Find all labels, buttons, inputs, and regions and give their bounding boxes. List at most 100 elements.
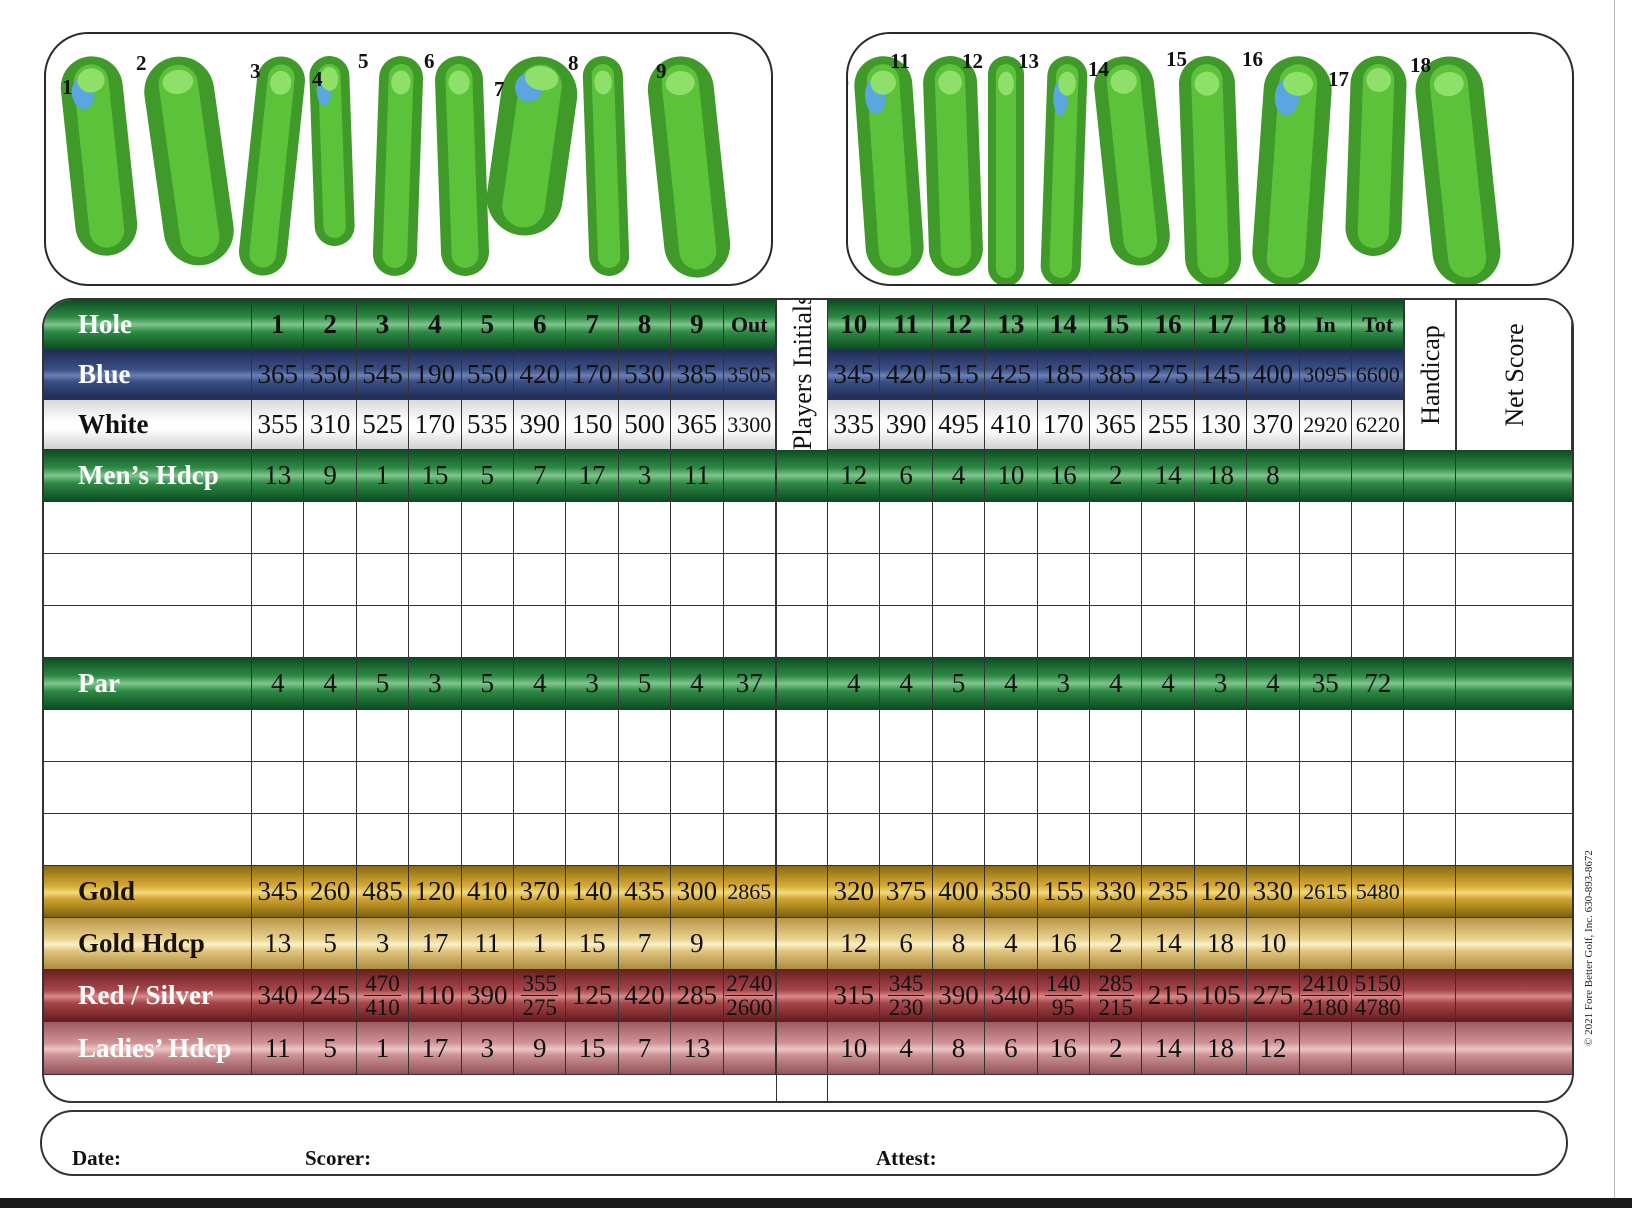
score-cell[interactable] <box>985 606 1038 657</box>
score-cell[interactable] <box>462 762 514 813</box>
score-cell[interactable] <box>671 814 724 865</box>
score-cell[interactable] <box>304 710 357 761</box>
score-cell[interactable] <box>880 502 933 553</box>
score-cell[interactable] <box>304 762 357 813</box>
score-cell[interactable] <box>619 710 672 761</box>
score-cell[interactable] <box>724 762 776 813</box>
score-cell[interactable] <box>828 710 881 761</box>
score-cell[interactable] <box>671 606 724 657</box>
score-cell[interactable] <box>566 814 619 865</box>
score-cell[interactable] <box>566 762 619 813</box>
score-cell[interactable] <box>880 710 933 761</box>
score-cell[interactable] <box>514 502 567 553</box>
score-cell[interactable] <box>671 502 724 553</box>
score-cell[interactable] <box>1352 554 1405 605</box>
score-cell[interactable] <box>1090 606 1143 657</box>
score-cell[interactable] <box>514 606 567 657</box>
score-cell[interactable] <box>985 814 1038 865</box>
score-cell[interactable] <box>566 502 619 553</box>
handicap-cell[interactable] <box>1404 502 1457 553</box>
score-cell[interactable] <box>880 814 933 865</box>
score-cell[interactable] <box>1247 554 1300 605</box>
score-cell[interactable] <box>1300 814 1352 865</box>
score-cell[interactable] <box>357 814 410 865</box>
score-cell[interactable] <box>933 762 986 813</box>
score-cell[interactable] <box>619 554 672 605</box>
score-cell[interactable] <box>1195 502 1248 553</box>
score-cell[interactable] <box>1300 554 1352 605</box>
net-score-cell[interactable] <box>1456 606 1572 657</box>
score-cell[interactable] <box>619 814 672 865</box>
score-cell[interactable] <box>933 606 986 657</box>
score-cell[interactable] <box>1142 814 1195 865</box>
score-cell[interactable] <box>409 554 462 605</box>
score-cell[interactable] <box>671 762 724 813</box>
score-cell[interactable] <box>462 502 514 553</box>
score-cell[interactable] <box>252 606 305 657</box>
score-cell[interactable] <box>724 814 776 865</box>
score-cell[interactable] <box>409 606 462 657</box>
score-cell[interactable] <box>252 710 305 761</box>
score-cell[interactable] <box>985 502 1038 553</box>
score-entry-row[interactable] <box>44 554 1572 606</box>
handicap-cell[interactable] <box>1404 710 1457 761</box>
score-cell[interactable] <box>828 502 881 553</box>
score-cell[interactable] <box>252 814 305 865</box>
score-cell[interactable] <box>724 606 776 657</box>
score-entry-row[interactable] <box>44 606 1572 658</box>
net-score-cell[interactable] <box>1456 502 1572 553</box>
score-cell[interactable] <box>1352 814 1405 865</box>
score-cell[interactable] <box>462 710 514 761</box>
score-cell[interactable] <box>724 554 776 605</box>
score-cell[interactable] <box>671 554 724 605</box>
score-cell[interactable] <box>1038 710 1090 761</box>
score-entry-row[interactable] <box>44 814 1572 866</box>
score-cell[interactable] <box>1300 606 1352 657</box>
player-name-cell[interactable] <box>44 554 252 605</box>
score-cell[interactable] <box>1352 502 1405 553</box>
score-cell[interactable] <box>252 762 305 813</box>
score-cell[interactable] <box>462 554 514 605</box>
score-cell[interactable] <box>357 502 410 553</box>
score-cell[interactable] <box>1142 710 1195 761</box>
score-cell[interactable] <box>985 710 1038 761</box>
handicap-cell[interactable] <box>1404 606 1457 657</box>
score-cell[interactable] <box>1300 502 1352 553</box>
score-cell[interactable] <box>985 762 1038 813</box>
score-cell[interactable] <box>1300 710 1352 761</box>
score-entry-row[interactable] <box>44 502 1572 554</box>
score-cell[interactable] <box>1247 606 1300 657</box>
score-cell[interactable] <box>1038 606 1090 657</box>
score-cell[interactable] <box>828 814 881 865</box>
score-cell[interactable] <box>357 762 410 813</box>
score-cell[interactable] <box>1195 762 1248 813</box>
score-cell[interactable] <box>933 502 986 553</box>
score-cell[interactable] <box>1090 710 1143 761</box>
handicap-cell[interactable] <box>1404 814 1457 865</box>
score-cell[interactable] <box>252 554 305 605</box>
score-cell[interactable] <box>514 710 567 761</box>
net-score-cell[interactable] <box>1456 554 1572 605</box>
player-name-cell[interactable] <box>44 502 252 553</box>
score-cell[interactable] <box>1142 554 1195 605</box>
score-cell[interactable] <box>357 554 410 605</box>
score-cell[interactable] <box>828 606 881 657</box>
score-cell[interactable] <box>1247 814 1300 865</box>
score-cell[interactable] <box>1142 606 1195 657</box>
score-cell[interactable] <box>1090 502 1143 553</box>
score-cell[interactable] <box>619 606 672 657</box>
score-cell[interactable] <box>304 502 357 553</box>
score-cell[interactable] <box>409 814 462 865</box>
player-name-cell[interactable] <box>44 606 252 657</box>
score-cell[interactable] <box>566 710 619 761</box>
score-cell[interactable] <box>1247 502 1300 553</box>
net-score-cell[interactable] <box>1456 762 1572 813</box>
score-cell[interactable] <box>1247 762 1300 813</box>
score-cell[interactable] <box>724 710 776 761</box>
score-cell[interactable] <box>1038 554 1090 605</box>
score-cell[interactable] <box>619 502 672 553</box>
score-cell[interactable] <box>409 710 462 761</box>
score-cell[interactable] <box>880 762 933 813</box>
score-cell[interactable] <box>1352 762 1405 813</box>
score-cell[interactable] <box>1195 814 1248 865</box>
